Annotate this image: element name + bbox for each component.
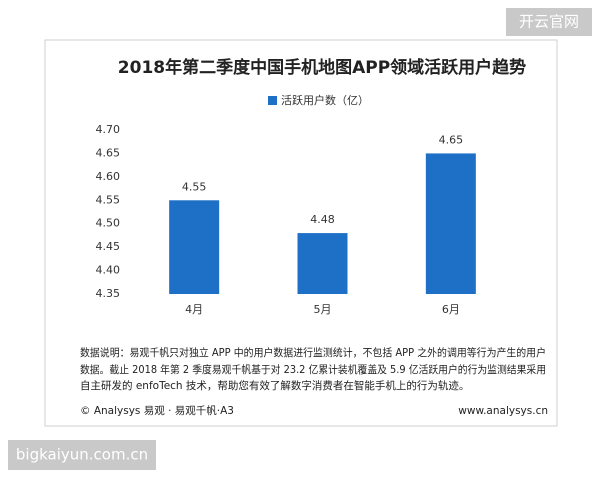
x-tick-label: 6月	[442, 303, 460, 316]
footer-left: © Analysys 易观 · 易观千帆·A3	[80, 404, 234, 417]
y-tick-label: 4.50	[96, 217, 121, 230]
y-tick-label: 4.70	[96, 123, 121, 136]
value-label: 4.55	[182, 180, 207, 193]
y-tick-label: 4.40	[96, 264, 121, 277]
bar	[425, 153, 476, 294]
header-badge: 开云官网	[519, 13, 579, 31]
bar	[297, 233, 348, 294]
bar	[169, 200, 220, 294]
note-line: 自主研发的 enfoTech 技术，帮助您有效了解数字消费者在智能手机上的行为轨…	[80, 379, 469, 392]
value-label: 4.65	[439, 133, 464, 146]
y-tick-label: 4.35	[96, 287, 121, 300]
x-tick-label: 5月	[314, 303, 332, 316]
legend-label: 活跃用户数（亿）	[281, 93, 369, 107]
x-tick-label: 4月	[185, 303, 203, 316]
chart-title: 2018年第二季度中国手机地图APP领域活跃用户趋势	[118, 57, 526, 78]
badge-bg	[8, 440, 156, 470]
note-line: 数据。截止 2018 年第 2 季度易观千帆基于对 23.2 亿累计装机覆盖及 …	[80, 363, 546, 376]
y-tick-label: 4.65	[96, 146, 121, 159]
legend-swatch	[268, 96, 277, 105]
badge-bg	[506, 8, 592, 36]
value-label: 4.48	[310, 213, 335, 226]
note-line: 数据说明：易观千帆只对独立 APP 中的用户数据进行监测统计，不包括 APP 之…	[80, 346, 546, 359]
footer-badge: bigkaiyun.com.cn	[16, 446, 148, 464]
y-tick-label: 4.45	[96, 240, 121, 253]
y-tick-label: 4.55	[96, 193, 121, 206]
y-tick-label: 4.60	[96, 170, 121, 183]
footer-right: www.analysys.cn	[458, 405, 548, 417]
